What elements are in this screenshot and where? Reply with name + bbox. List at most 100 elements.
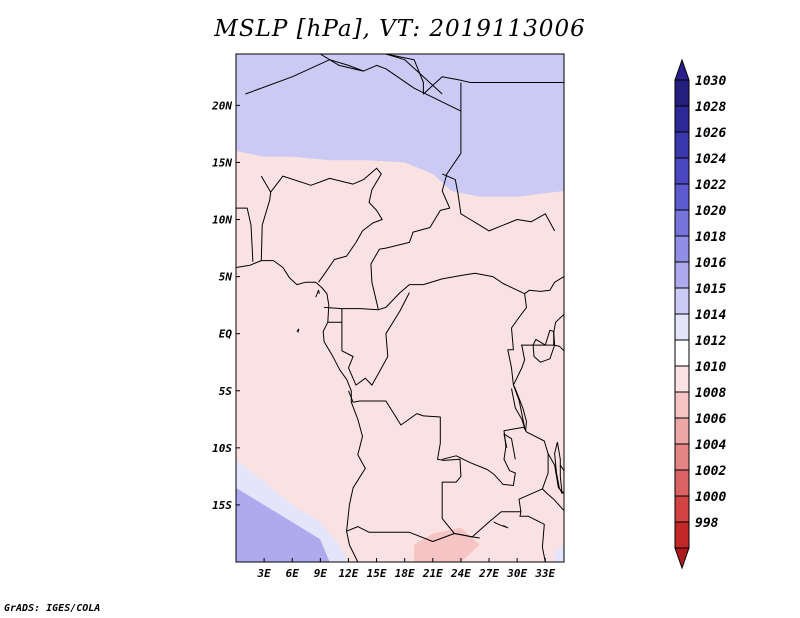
pressure-colorbar-legend: 1030 1028 1026 1024 1022 1020 1018 1016 1015 1014…: [674, 58, 726, 570]
country-border: [442, 426, 524, 486]
lat-tick-label: 10S: [212, 442, 232, 455]
lat-tick-label: 5N: [219, 271, 233, 284]
colorbar-label: 1015: [695, 282, 726, 297]
pressure-region-1016: [236, 487, 330, 562]
country-border: [507, 293, 527, 386]
colorbar-swatch-1026: [674, 131, 690, 159]
country-border: [270, 167, 382, 193]
country-border: [385, 54, 564, 95]
country-border: [320, 54, 564, 311]
lon-tick-label: 3E: [256, 567, 271, 580]
pressure-region-1010: [236, 262, 311, 288]
pressure-region-1010: [348, 270, 564, 562]
lon-tick-label: 30E: [506, 567, 527, 580]
colorbar-swatch-1016: [674, 261, 690, 289]
lon-tick-label: 27E: [478, 567, 499, 580]
country-border: [385, 54, 443, 95]
coastline: [554, 441, 563, 494]
lon-tick-label: 12E: [339, 567, 359, 580]
country-border: [346, 526, 480, 542]
colorbar-label: 1014: [695, 308, 726, 323]
lat-tick-label: 20N: [211, 99, 232, 112]
country-border: [442, 173, 556, 232]
colorbar-swatch-1000: [674, 495, 690, 523]
plot-frame: [235, 53, 565, 563]
country-border: [260, 175, 272, 261]
colorbar-swatch-1006: [674, 417, 690, 445]
coastlines: [236, 260, 563, 562]
pressure-region-1015: [236, 54, 564, 197]
country-border: [341, 292, 410, 386]
lon-tick-label: 15E: [367, 567, 387, 580]
colorbar-label: 1018: [695, 230, 726, 245]
colorbar-swatch-1010: [674, 365, 690, 393]
colorbar-swatch-1004: [674, 443, 690, 471]
colorbar-swatch-1020: [674, 209, 690, 237]
colorbar-label: 1024: [695, 152, 726, 167]
country-border: [519, 511, 546, 562]
pressure-region-1008: [414, 527, 480, 562]
colorbar-label: 1008: [695, 386, 726, 401]
colorbar-label: 1006: [695, 412, 726, 427]
country-borders: [236, 54, 564, 562]
lon-tick-label: 33E: [534, 567, 555, 580]
map-title: MSLP [hPa], VT: 2019113006: [214, 16, 586, 42]
colorbar-label: 1026: [695, 126, 726, 141]
colorbar-label: 1002: [695, 464, 726, 479]
colorbar-label: 1030: [695, 74, 726, 89]
colorbar-swatch-1012: [674, 339, 690, 367]
lon-tick-label: 24E: [450, 567, 471, 580]
colorbar-label: 1012: [695, 334, 726, 349]
colorbar-label: 1016: [695, 256, 726, 271]
colorbar-bottom-arrow: [674, 547, 690, 570]
colorbar-label: 1000: [695, 490, 726, 505]
colorbar-swatch-1028: [674, 105, 690, 133]
country-border: [318, 173, 383, 283]
colorbar-swatch-1030: [674, 79, 690, 107]
pressure-region-1014: [554, 544, 564, 562]
coastline: [236, 260, 366, 562]
colorbar-swatch-1015: [674, 287, 690, 315]
coastline: [532, 329, 556, 363]
colorbar-swatch-1014: [674, 313, 690, 341]
lat-tick-label: 5S: [219, 385, 233, 398]
map-plot-area[interactable]: [235, 53, 565, 585]
country-border: [236, 207, 254, 262]
lon-tick-label: 6E: [286, 567, 300, 580]
colorbar-label: 998: [695, 516, 719, 531]
country-border: [512, 345, 526, 428]
colorbar-label: 1022: [695, 178, 726, 193]
colorbar-swatch-1024: [674, 157, 690, 185]
colorbar-top-arrow: [674, 58, 690, 81]
lat-tick-label: EQ: [219, 328, 233, 341]
colorbar-swatch-998: [674, 521, 690, 549]
colorbar-swatch-1008: [674, 391, 690, 419]
coastline: [503, 433, 516, 460]
coastline: [315, 289, 320, 298]
grads-credit: GrADS: IGES/COLA: [4, 603, 101, 614]
lon-tick-label: 9E: [314, 567, 328, 580]
lat-tick-label: 10N: [212, 214, 232, 227]
longitude-axis: 3E 6E 9E 12E 15E 18E 21E 24E 27E 30E 33E: [256, 558, 556, 580]
latitude-axis: 20N 15N 10N 5N EQ 5S 10S 15S: [211, 99, 240, 512]
country-border: [348, 390, 473, 538]
pressure-region-1010: [245, 191, 546, 283]
coastline: [511, 386, 527, 432]
colorbar-swatch-1018: [674, 235, 690, 263]
pressure-region-1014: [236, 459, 349, 562]
colorbar-swatch-1002: [674, 469, 690, 497]
lat-tick-label: 15N: [212, 156, 232, 169]
country-border: [542, 488, 564, 511]
country-border: [559, 464, 564, 471]
lon-tick-label: 18E: [395, 567, 415, 580]
coastline: [296, 328, 300, 333]
country-border: [324, 306, 379, 311]
colorbar-label: 1004: [695, 438, 726, 453]
lon-tick-label: 21E: [422, 567, 443, 580]
coastline: [493, 521, 509, 529]
colorbar-label: 1028: [695, 100, 726, 115]
lat-tick-label: 15S: [212, 499, 232, 512]
colorbar-label: 1020: [695, 204, 726, 219]
colorbar-swatch-1022: [674, 183, 690, 211]
